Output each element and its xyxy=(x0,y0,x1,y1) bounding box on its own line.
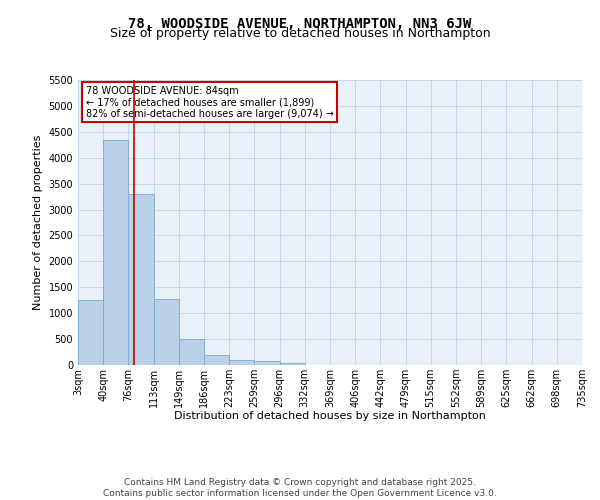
Bar xyxy=(179,339,204,365)
Y-axis label: Number of detached properties: Number of detached properties xyxy=(33,135,43,310)
Bar xyxy=(78,300,103,365)
Bar xyxy=(204,354,229,365)
Bar xyxy=(128,194,154,365)
Bar xyxy=(154,298,179,365)
Bar xyxy=(103,140,128,365)
Bar xyxy=(254,361,280,365)
Text: 78 WOODSIDE AVENUE: 84sqm
← 17% of detached houses are smaller (1,899)
82% of se: 78 WOODSIDE AVENUE: 84sqm ← 17% of detac… xyxy=(86,86,334,119)
Text: Contains HM Land Registry data © Crown copyright and database right 2025.
Contai: Contains HM Land Registry data © Crown c… xyxy=(103,478,497,498)
X-axis label: Distribution of detached houses by size in Northampton: Distribution of detached houses by size … xyxy=(174,412,486,422)
Bar xyxy=(280,363,305,365)
Text: 78, WOODSIDE AVENUE, NORTHAMPTON, NN3 6JW: 78, WOODSIDE AVENUE, NORTHAMPTON, NN3 6J… xyxy=(128,18,472,32)
Text: Size of property relative to detached houses in Northampton: Size of property relative to detached ho… xyxy=(110,28,490,40)
Bar xyxy=(229,360,254,365)
